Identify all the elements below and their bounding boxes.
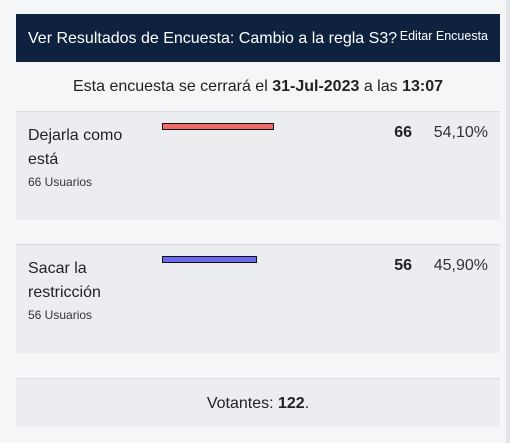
option-label: Dejarla como está	[28, 127, 123, 168]
closing-prefix: Esta encuesta se cerrará el	[72, 78, 268, 95]
option-user-count: 66 Usuarios	[28, 175, 93, 189]
poll-header: Ver Resultados de Encuesta: Cambio a la …	[16, 14, 500, 62]
option-vote-count: 56	[394, 257, 412, 274]
option-percent: 54,10%	[433, 124, 488, 141]
option-percent: 45,90%	[433, 257, 488, 274]
voters-label: Votantes:	[206, 395, 274, 412]
page-edge	[506, 0, 510, 443]
option-user-count: 56 Usuarios	[28, 308, 93, 322]
poll-option-row: Dejarla como está 66 Usuarios 66 54,10%	[16, 111, 500, 220]
poll-title: Ver Resultados de Encuesta: Cambio a la …	[28, 30, 398, 47]
poll-option-row: Sacar la restricción 56 Usuarios 56 45,9…	[16, 244, 500, 353]
edit-poll-link[interactable]: Editar Encuesta	[399, 29, 488, 43]
row-spacer	[16, 353, 500, 378]
closing-time: 13:07	[402, 78, 443, 95]
poll-closing-notice: Esta encuesta se cerrará el 31-Jul-2023 …	[16, 78, 500, 96]
option-result-bar	[162, 256, 257, 263]
poll-results-panel: Ver Resultados de Encuesta: Cambio a la …	[16, 14, 500, 427]
closing-middle: a las	[363, 78, 398, 95]
closing-date: 31-Jul-2023	[272, 78, 360, 95]
voters-count: 122	[278, 395, 305, 412]
option-vote-count: 66	[394, 124, 412, 141]
poll-voters-total: Votantes: 122.	[16, 378, 500, 427]
row-spacer	[16, 220, 500, 244]
voters-suffix: .	[304, 395, 310, 412]
option-label: Sacar la restricción	[28, 260, 101, 301]
option-result-bar	[162, 123, 274, 130]
